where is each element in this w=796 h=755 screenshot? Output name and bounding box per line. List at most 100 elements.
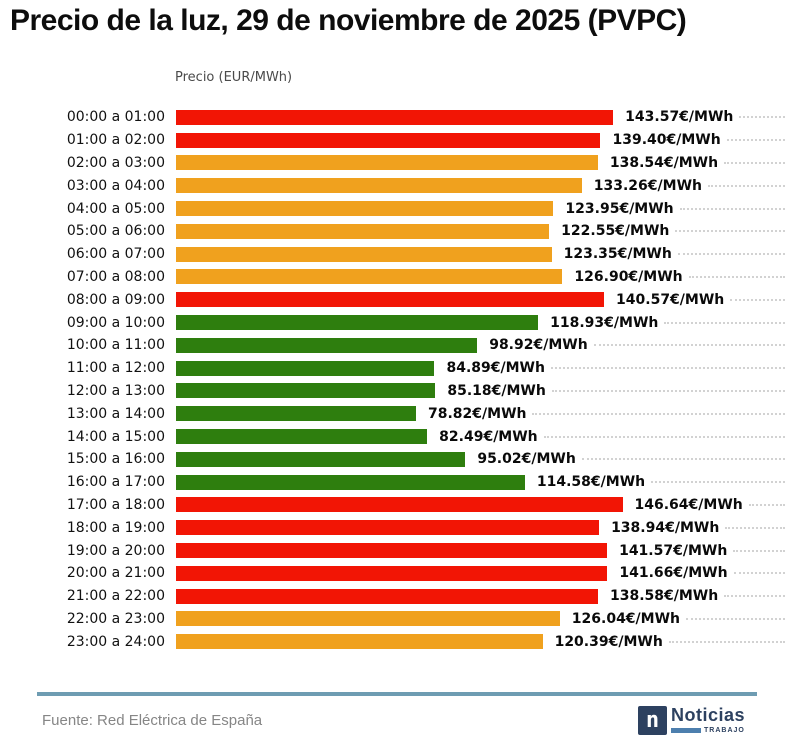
price-bar [176, 315, 539, 331]
bar-track: 138.94€/MWh [176, 516, 785, 539]
value-label: 114.58€/MWh [536, 474, 646, 491]
chart-row: 14:00 a 15:00 82.49€/MWh [0, 425, 796, 448]
hour-label: 22:00 a 23:00 [66, 610, 165, 627]
grid-leader-line [551, 389, 785, 392]
logo-subline: TRABAJO [671, 727, 745, 734]
hour-label: 16:00 a 17:00 [66, 474, 165, 491]
hour-label: 05:00 a 06:00 [66, 223, 165, 240]
price-bar [176, 360, 435, 376]
hour-label: 21:00 a 22:00 [66, 588, 165, 605]
grid-leader-line [726, 139, 785, 142]
grid-leader-line [677, 253, 785, 256]
grid-leader-line [748, 503, 785, 506]
price-bar [176, 588, 598, 604]
value-label: 123.35€/MWh [563, 246, 672, 263]
source-credit: Fuente: Red Eléctrica de España [42, 712, 263, 729]
value-label: 84.89€/MWh [446, 360, 545, 377]
price-bar [176, 406, 416, 422]
bar-track: 141.57€/MWh [176, 539, 785, 562]
price-bar [176, 383, 436, 399]
value-label: 139.40€/MWh [612, 132, 721, 149]
hour-label: 00:00 a 01:00 [66, 109, 165, 126]
grid-leader-line [664, 321, 785, 324]
bar-track: 139.40€/MWh [176, 129, 785, 152]
price-bar [176, 474, 525, 490]
grid-leader-line [708, 184, 785, 187]
hour-label: 18:00 a 19:00 [66, 519, 165, 536]
price-bar [176, 201, 554, 217]
value-label: 126.04€/MWh [571, 610, 681, 627]
hour-label: 19:00 a 20:00 [66, 542, 165, 559]
logo-name: Noticias [671, 705, 746, 725]
grid-leader-line [532, 412, 785, 415]
chart-row: 16:00 a 17:00 114.58€/MWh [0, 471, 796, 494]
hour-label: 08:00 a 09:00 [66, 291, 165, 308]
value-label: 141.57€/MWh [619, 542, 728, 559]
bar-track: 122.55€/MWh [176, 220, 785, 243]
bar-track: 118.93€/MWh [176, 311, 785, 334]
chart-row: 03:00 a 04:00 133.26€/MWh [0, 174, 796, 197]
hour-label: 09:00 a 10:00 [66, 314, 165, 331]
chart-row: 21:00 a 22:00 138.58€/MWh [0, 585, 796, 608]
value-label: 138.54€/MWh [609, 154, 719, 171]
value-label: 122.55€/MWh [561, 223, 670, 240]
bar-track: 120.39€/MWh [176, 630, 785, 653]
chart-row: 06:00 a 07:00 123.35€/MWh [0, 243, 796, 266]
hour-label: 03:00 a 04:00 [66, 177, 165, 194]
price-bar [176, 429, 428, 445]
hour-label: 23:00 a 24:00 [66, 633, 165, 650]
bar-track: 138.54€/MWh [176, 152, 785, 175]
grid-leader-line [686, 617, 785, 620]
bar-track: 114.58€/MWh [176, 471, 785, 494]
bar-track: 138.58€/MWh [176, 585, 785, 608]
bar-track: 85.18€/MWh [176, 380, 785, 403]
bar-track: 143.57€/MWh [176, 106, 785, 129]
hour-label: 20:00 a 21:00 [66, 565, 165, 582]
bar-track: 123.95€/MWh [176, 197, 785, 220]
hour-label: 13:00 a 14:00 [66, 405, 165, 422]
bar-track: 126.90€/MWh [176, 266, 785, 289]
hour-label: 17:00 a 18:00 [66, 496, 165, 513]
grid-leader-line [543, 435, 785, 438]
bar-track: 141.66€/MWh [176, 562, 785, 585]
price-bar [176, 565, 608, 581]
chart-row: 22:00 a 23:00 126.04€/MWh [0, 608, 796, 631]
hour-label: 07:00 a 08:00 [66, 268, 165, 285]
chart-row: 05:00 a 06:00 122.55€/MWh [0, 220, 796, 243]
value-label: 98.92€/MWh [489, 337, 588, 354]
hour-label: 01:00 a 02:00 [66, 132, 165, 149]
logo-tagline: TRABAJO [704, 727, 745, 734]
hour-label: 10:00 a 11:00 [66, 337, 165, 354]
price-bar [176, 178, 582, 194]
chart-row: 04:00 a 05:00 123.95€/MWh [0, 197, 796, 220]
value-label: 126.90€/MWh [574, 268, 683, 285]
chart-row: 17:00 a 18:00 146.64€/MWh [0, 494, 796, 517]
page-title: Precio de la luz, 29 de noviembre de 202… [10, 4, 687, 37]
chart-row: 20:00 a 21:00 141.66€/MWh [0, 562, 796, 585]
grid-leader-line [581, 458, 785, 461]
grid-leader-line [724, 595, 785, 598]
chart-row: 23:00 a 24:00 120.39€/MWh [0, 630, 796, 653]
value-label: 141.66€/MWh [619, 565, 728, 582]
grid-leader-line [550, 367, 785, 370]
price-bar [176, 611, 560, 627]
grid-leader-line [725, 526, 785, 529]
bar-track: 98.92€/MWh [176, 334, 785, 357]
bar-track: 126.04€/MWh [176, 608, 785, 631]
price-bar [176, 337, 478, 353]
logo-n-icon: n [638, 706, 667, 735]
value-label: 120.39€/MWh [554, 633, 663, 650]
footer-divider [37, 692, 757, 696]
price-bar [176, 543, 608, 559]
hour-label: 15:00 a 16:00 [66, 451, 165, 468]
hour-label: 14:00 a 15:00 [66, 428, 165, 445]
grid-leader-line [675, 230, 785, 233]
grid-leader-line [730, 298, 785, 301]
hour-label: 11:00 a 12:00 [66, 360, 165, 377]
logo-text-block: Noticias TRABAJO [671, 706, 745, 734]
hour-label: 12:00 a 13:00 [66, 382, 165, 399]
hour-label: 06:00 a 07:00 [66, 246, 165, 263]
chart-row: 07:00 a 08:00 126.90€/MWh [0, 266, 796, 289]
chart-row: 18:00 a 19:00 138.94€/MWh [0, 516, 796, 539]
